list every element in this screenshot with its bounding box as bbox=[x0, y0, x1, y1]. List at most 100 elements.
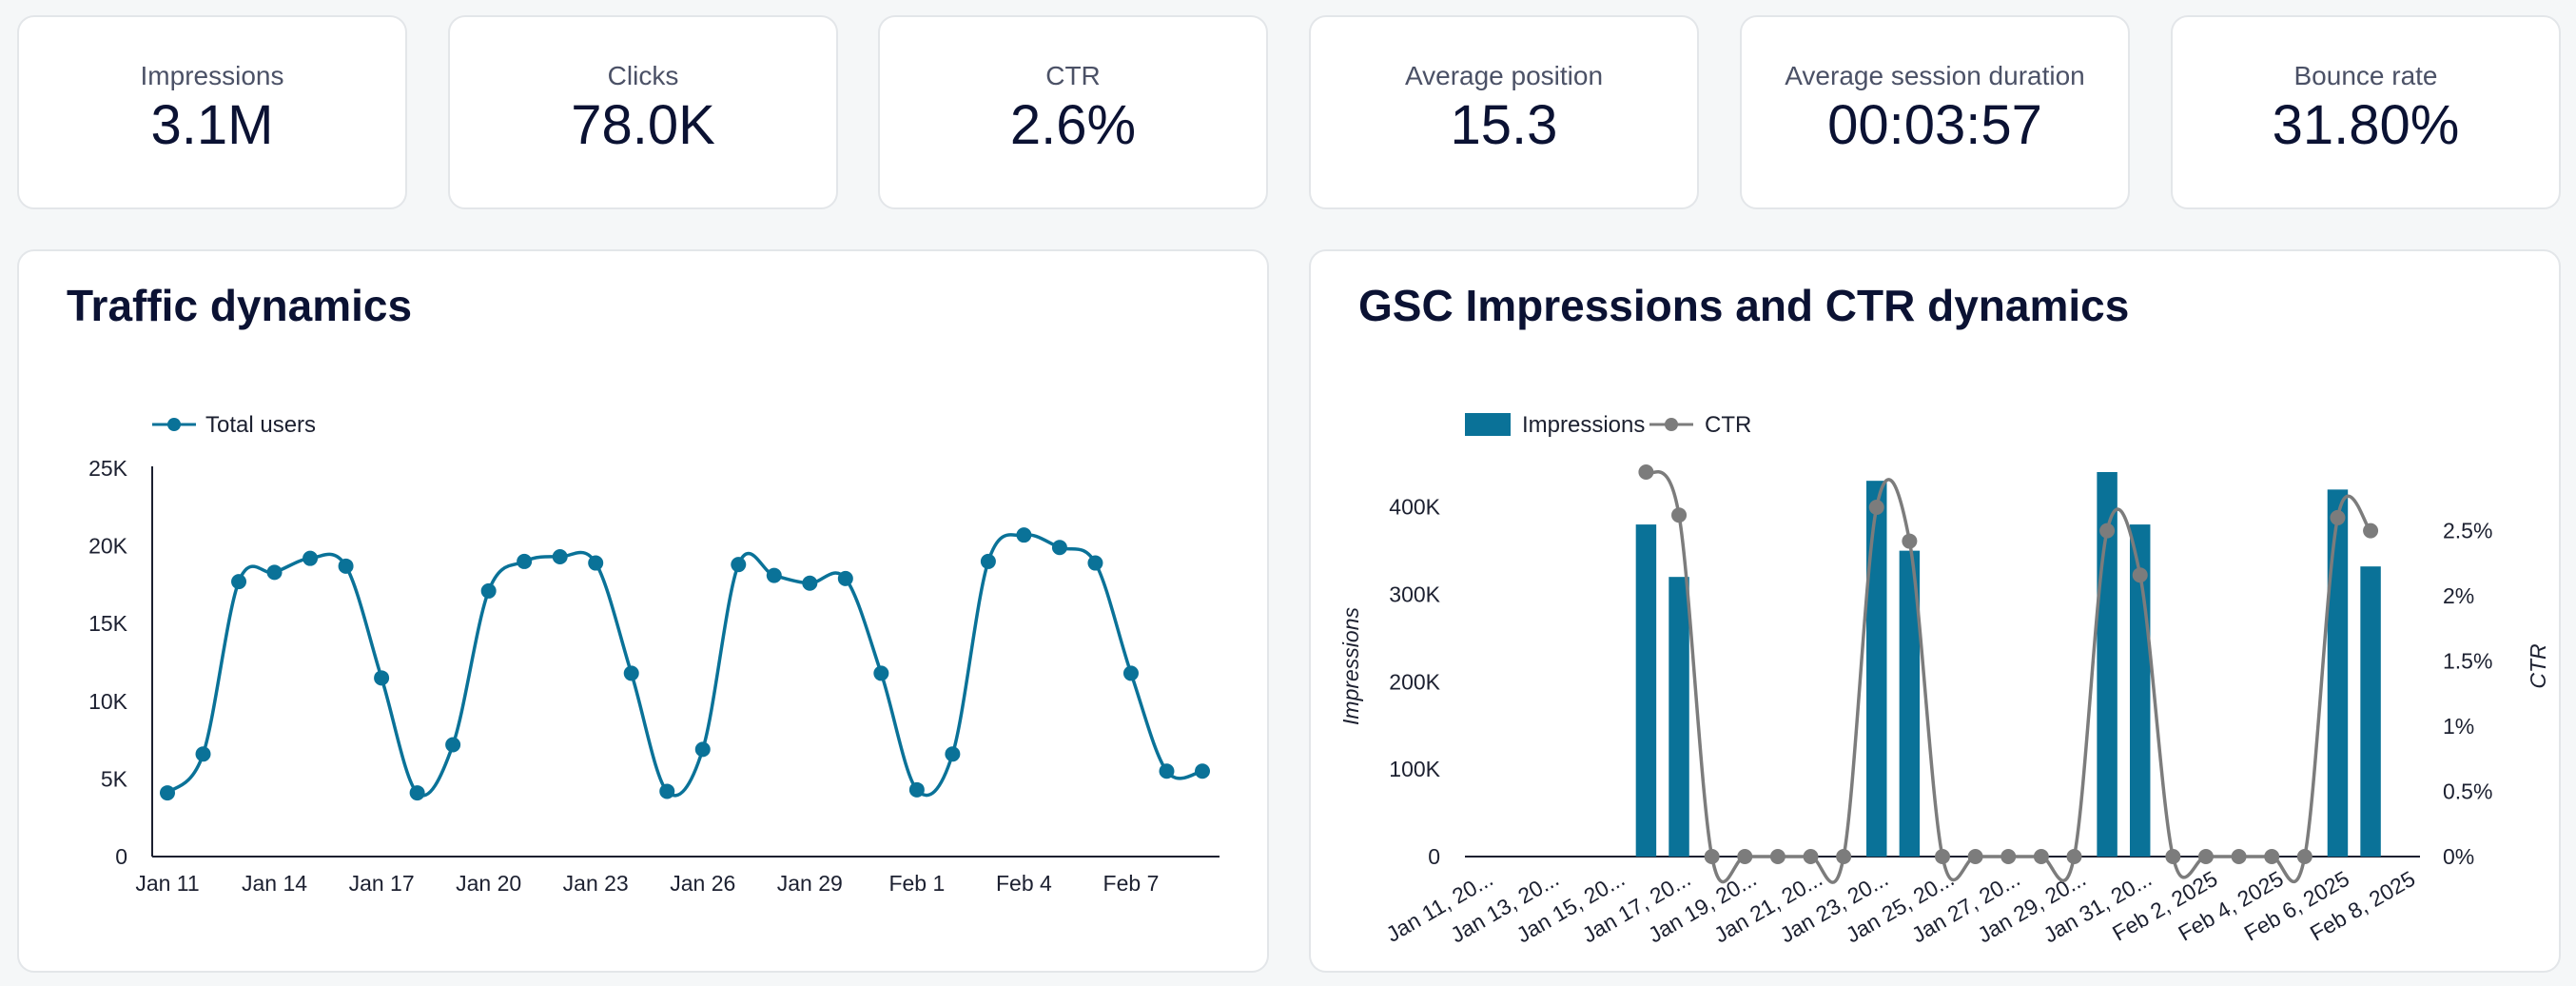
kpi-card-ctr: CTR 2.6% bbox=[878, 15, 1268, 209]
data-point bbox=[731, 557, 747, 573]
x-tick-label: Jan 29 bbox=[777, 871, 843, 896]
bar-impressions bbox=[2360, 566, 2381, 857]
data-point-ctr bbox=[2000, 849, 2017, 864]
data-point-ctr bbox=[1737, 849, 1753, 864]
legend-label-impressions: Impressions bbox=[1522, 412, 1645, 438]
data-point bbox=[160, 785, 175, 801]
y-axis-title: Impressions bbox=[1338, 607, 1363, 725]
data-point bbox=[1159, 763, 1175, 779]
bar-impressions bbox=[2327, 489, 2349, 857]
y-axis-title-right: CTR bbox=[2526, 643, 2550, 688]
y-tick-label: 200K bbox=[1389, 669, 1440, 694]
data-point-ctr bbox=[2033, 849, 2049, 864]
data-point bbox=[231, 574, 247, 590]
data-point-ctr bbox=[2066, 849, 2082, 864]
series-line-total-users bbox=[166, 533, 1203, 798]
kpi-card-session-duration: Average session duration 00:03:57 bbox=[1740, 15, 2130, 209]
data-point bbox=[873, 665, 889, 681]
data-point bbox=[1122, 665, 1139, 681]
y-tick-label: 100K bbox=[1389, 757, 1440, 781]
data-point bbox=[623, 665, 639, 681]
gsc-panel: GSC Impressions and CTR dynamics Impress… bbox=[1309, 249, 2561, 973]
data-point bbox=[302, 550, 319, 566]
x-tick-label: Feb 1 bbox=[888, 871, 945, 896]
x-tick-label: Feb 7 bbox=[1103, 871, 1160, 896]
data-point bbox=[338, 558, 354, 574]
y-tick-label: 0 bbox=[115, 844, 127, 869]
x-tick-label: Jan 20 bbox=[456, 871, 521, 896]
y-tick-label: 400K bbox=[1389, 495, 1440, 520]
kpi-value: 78.0K bbox=[571, 94, 715, 156]
bar-impressions bbox=[1635, 524, 1657, 857]
data-point bbox=[588, 555, 604, 571]
data-point-ctr bbox=[1803, 849, 1819, 864]
y-tick-label: 25K bbox=[88, 456, 128, 481]
data-point-ctr bbox=[2132, 567, 2148, 583]
legend-marker-ctr bbox=[1665, 418, 1678, 431]
data-point-ctr bbox=[1967, 849, 1983, 864]
data-point-ctr bbox=[1836, 849, 1852, 864]
kpi-label: Bounce rate bbox=[2293, 61, 2438, 90]
kpi-value: 31.80% bbox=[2272, 94, 2460, 156]
data-point bbox=[1195, 763, 1210, 779]
gsc-chart-title: GSC Impressions and CTR dynamics bbox=[1358, 281, 2130, 330]
data-point-ctr bbox=[2330, 509, 2346, 525]
data-point bbox=[1051, 540, 1067, 556]
data-point-ctr bbox=[2363, 523, 2379, 539]
traffic-chart: Total users 0 5K 10K 15K 20K 25K Jan 11 Jan 14 Ja… bbox=[88, 412, 1220, 896]
data-point bbox=[1087, 555, 1103, 571]
data-point bbox=[945, 746, 961, 762]
y-tick-label: 300K bbox=[1389, 582, 1440, 607]
data-point bbox=[908, 781, 925, 798]
data-point-ctr bbox=[2264, 849, 2280, 864]
legend-marker bbox=[167, 418, 181, 431]
data-point-ctr bbox=[1902, 533, 1918, 549]
data-point-ctr bbox=[2296, 849, 2313, 864]
traffic-dynamics-panel: Traffic dynamics Total users 0 5K 10K 15K 20K… bbox=[17, 249, 1269, 973]
legend-label-ctr: CTR bbox=[1705, 412, 1751, 438]
y-tick-label-right: 0% bbox=[2443, 844, 2474, 869]
data-point bbox=[552, 549, 568, 565]
bar-impressions bbox=[1866, 481, 1887, 857]
kpi-label: Average position bbox=[1404, 61, 1604, 90]
data-point-ctr bbox=[2165, 849, 2181, 864]
kpi-card-clicks: Clicks 78.0K bbox=[448, 15, 838, 209]
y-tick-label-right: 1% bbox=[2443, 714, 2474, 739]
data-point bbox=[374, 670, 390, 686]
data-point bbox=[766, 567, 782, 583]
kpi-value: 3.1M bbox=[150, 94, 274, 156]
data-point bbox=[1016, 527, 1032, 543]
data-point-ctr bbox=[1704, 849, 1720, 864]
kpi-card-average-position: Average position 15.3 bbox=[1309, 15, 1699, 209]
y-tick-label: 20K bbox=[88, 534, 128, 559]
data-point-ctr bbox=[2197, 849, 2214, 864]
kpi-value: 2.6% bbox=[1009, 94, 1137, 156]
gsc-chart: Impressions CTR Impressions CTR 0 100K 200K 300… bbox=[1338, 412, 2550, 948]
data-point-ctr bbox=[1671, 507, 1688, 523]
data-point-ctr bbox=[1769, 849, 1786, 864]
data-point bbox=[517, 553, 533, 569]
bar-impressions bbox=[1669, 577, 1689, 857]
y-tick-label: 5K bbox=[101, 766, 128, 791]
data-point-ctr bbox=[2231, 849, 2247, 864]
traffic-chart-title: Traffic dynamics bbox=[67, 281, 413, 330]
kpi-value: 00:03:57 bbox=[1827, 94, 2042, 156]
data-point-ctr bbox=[1638, 464, 1654, 480]
data-point bbox=[266, 564, 283, 581]
kpi-card-impressions: Impressions 3.1M bbox=[17, 15, 407, 209]
bar-impressions bbox=[1899, 550, 1921, 857]
data-point-ctr bbox=[1868, 499, 1884, 515]
data-point bbox=[980, 553, 996, 569]
data-point bbox=[837, 570, 853, 586]
x-tick-label: Jan 23 bbox=[563, 871, 629, 896]
y-tick-label-right: 1.5% bbox=[2443, 649, 2492, 674]
x-tick-label: Jan 17 bbox=[349, 871, 415, 896]
y-tick-label-right: 2% bbox=[2443, 583, 2474, 608]
legend-swatch-impressions bbox=[1465, 413, 1511, 436]
data-point bbox=[409, 785, 425, 801]
x-tick-label: Feb 4 bbox=[996, 871, 1052, 896]
y-tick-label-right: 0.5% bbox=[2443, 779, 2492, 804]
y-tick-label-right: 2.5% bbox=[2443, 519, 2492, 543]
kpi-value: 15.3 bbox=[1450, 94, 1558, 156]
y-tick-label: 0 bbox=[1428, 844, 1440, 869]
